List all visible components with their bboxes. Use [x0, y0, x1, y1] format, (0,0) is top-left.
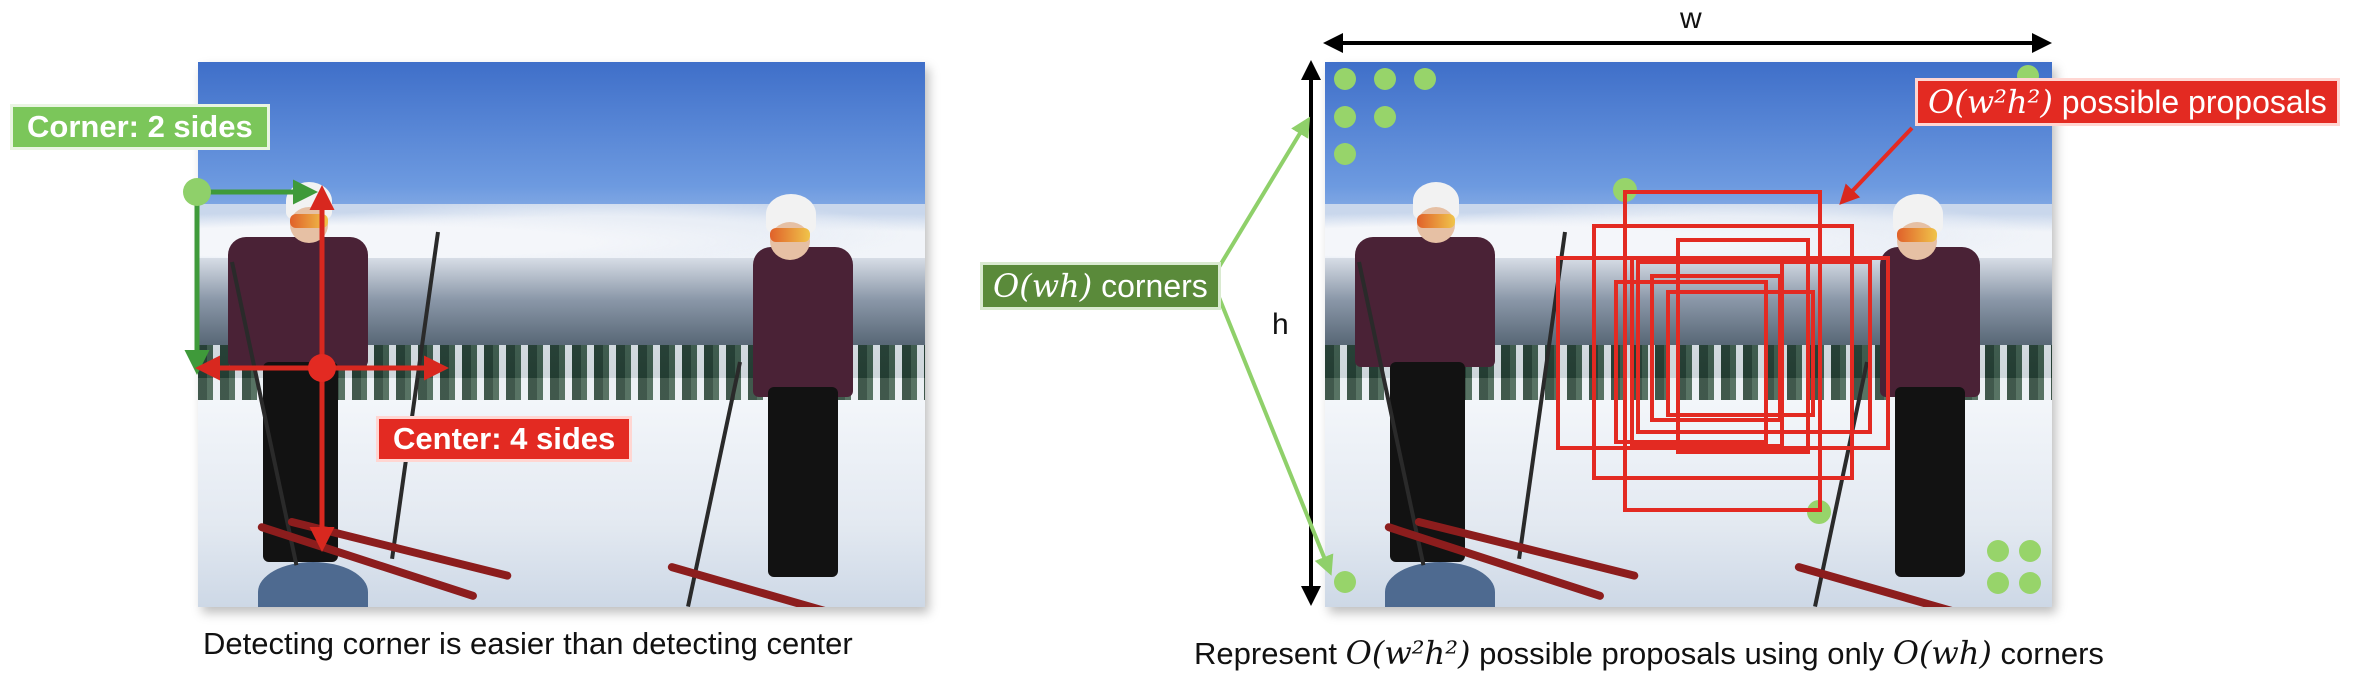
left-caption: Detecting corner is easier than detectin… [203, 626, 853, 661]
corners-count-label: O(wh) corners [980, 262, 1221, 310]
proposals-count-math: O(w²h²) [1928, 83, 2053, 121]
right-caption-part-3: corners [1991, 636, 2104, 671]
proposals-count-text: possible proposals [2052, 84, 2327, 120]
proposals-count-label: O(w²h²) possible proposals [1915, 78, 2340, 126]
center-label: Center: 4 sides [376, 416, 633, 462]
right-caption-part-2: possible proposals using only [1470, 636, 1893, 671]
corners-count-math: O(wh) [993, 267, 1093, 305]
corners-callout-lines [1214, 116, 1334, 576]
right-caption: Represent O(w²h²) possible proposals usi… [1194, 634, 2104, 672]
left-ski-photo [198, 62, 925, 607]
right-caption-math-1: O(w²h²) [1345, 634, 1471, 672]
right-caption-math-2: O(wh) [1892, 634, 1992, 672]
width-label: w [1680, 2, 1702, 35]
corners-count-text: corners [1092, 268, 1208, 304]
photographer-shadow [258, 562, 368, 607]
height-label: h [1272, 308, 1289, 341]
corner-label: Corner: 2 sides [10, 104, 270, 150]
right-ski-photo [1325, 62, 2052, 607]
right-caption-part-1: Represent [1194, 636, 1346, 671]
photographer-shadow [1385, 562, 1495, 607]
